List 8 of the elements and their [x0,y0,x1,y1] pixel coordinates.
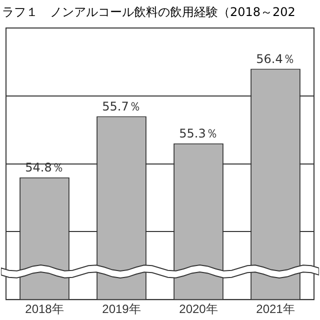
x-tick-label: 2019年 [102,302,141,316]
x-tick-label: 2021年 [256,302,295,316]
x-tick-label: 2020年 [179,302,218,316]
chart-title: ラフ１ ノンアルコール飲料の飲用経験（2018～202 [2,4,296,21]
data-label: 55.7％ [102,99,141,114]
data-label: 55.3％ [179,126,218,141]
x-tick-label: 2018年 [25,302,64,316]
data-label: 56.4％ [256,52,295,66]
